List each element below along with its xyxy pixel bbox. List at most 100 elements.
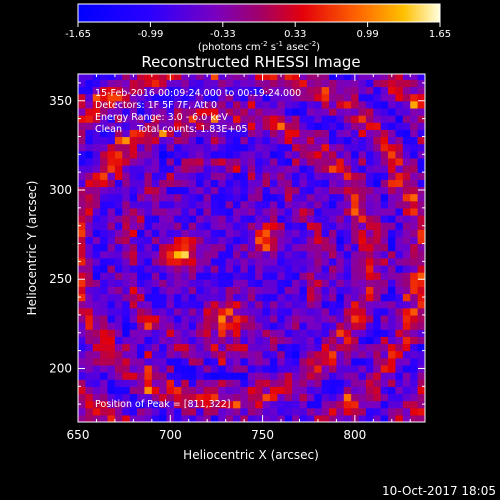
heatmap-cell xyxy=(247,286,256,295)
heatmap-cell xyxy=(299,364,308,373)
heatmap-cell xyxy=(173,200,182,209)
heatmap-cell xyxy=(336,150,345,159)
heatmap-cell xyxy=(306,74,315,80)
heatmap-cell xyxy=(284,293,293,302)
heatmap-cell xyxy=(343,336,352,345)
heatmap-cell xyxy=(292,207,301,216)
heatmap-cell xyxy=(277,372,286,380)
heatmap-cell xyxy=(114,122,123,130)
heatmap-cell xyxy=(329,214,338,223)
heatmap-cell xyxy=(365,264,374,273)
heatmap-cell xyxy=(225,150,234,159)
heatmap-cell xyxy=(321,115,330,123)
heatmap-cell xyxy=(380,350,389,359)
heatmap-cell xyxy=(166,314,175,323)
heatmap-cell xyxy=(314,264,323,273)
heatmap-cell xyxy=(299,386,308,395)
heatmap-cell xyxy=(129,329,138,337)
heatmap-cell xyxy=(100,286,109,295)
heatmap-cell xyxy=(314,236,323,245)
heatmap-cell xyxy=(78,386,86,395)
heatmap-cell xyxy=(225,300,234,309)
heatmap-cell xyxy=(196,322,205,330)
heatmap-cell xyxy=(314,122,323,130)
heatmap-cell xyxy=(218,250,227,259)
heatmap-cell xyxy=(410,250,419,259)
heatmap-cell xyxy=(159,79,168,88)
heatmap-cell xyxy=(100,100,109,109)
heatmap-cell xyxy=(85,357,94,366)
colorbar-tick-label: 1.65 xyxy=(429,29,451,40)
heatmap-cell xyxy=(292,143,301,152)
heatmap-cell xyxy=(218,79,227,88)
heatmap-cell xyxy=(292,357,301,366)
heatmap-cell xyxy=(137,343,146,352)
heatmap-cell xyxy=(329,393,338,402)
heatmap-cell xyxy=(100,122,109,130)
heatmap-cell xyxy=(373,257,382,266)
heatmap-cell xyxy=(85,307,94,316)
heatmap-cell xyxy=(159,393,168,402)
heatmap-cell xyxy=(388,414,397,422)
heatmap-cell xyxy=(299,172,308,180)
heatmap-cell xyxy=(336,407,345,416)
heatmap-cell xyxy=(343,307,352,316)
heatmap-cell xyxy=(299,243,308,252)
heatmap-cell xyxy=(210,150,219,159)
heatmap-cell xyxy=(107,257,116,266)
heatmap-cell xyxy=(321,136,330,145)
heatmap-cell xyxy=(203,193,212,202)
heatmap-cell xyxy=(166,207,175,216)
heatmap-cell xyxy=(240,336,249,345)
heatmap-cell xyxy=(358,74,367,80)
heatmap-cell xyxy=(240,322,249,330)
heatmap-cell xyxy=(107,250,116,259)
annotation-clean: Clean Total counts: 1.83E+05 xyxy=(95,124,247,135)
heatmap-cell xyxy=(225,222,234,230)
heatmap-cell xyxy=(137,150,146,159)
heatmap-cell xyxy=(129,79,138,88)
heatmap-cell xyxy=(277,357,286,366)
heatmap-cell xyxy=(351,393,360,402)
heatmap-cell xyxy=(159,129,168,138)
heatmap-cell xyxy=(358,272,367,280)
heatmap-cell xyxy=(129,257,138,266)
heatmap-cell xyxy=(218,115,227,123)
heatmap-cell xyxy=(380,193,389,202)
heatmap-cell xyxy=(114,372,123,380)
heatmap-cell xyxy=(85,350,94,359)
heatmap-cell xyxy=(336,400,345,409)
heatmap-cell xyxy=(122,93,131,102)
heatmap-cell xyxy=(85,236,94,245)
heatmap-cell xyxy=(284,157,293,166)
heatmap-cell xyxy=(343,300,352,309)
heatmap-cell xyxy=(402,350,411,359)
heatmap-cell xyxy=(255,229,264,237)
heatmap-cell xyxy=(373,400,382,409)
heatmap-cell xyxy=(240,314,249,323)
heatmap-cell xyxy=(329,93,338,102)
heatmap-cell xyxy=(314,222,323,230)
heatmap-cell xyxy=(188,136,197,145)
heatmap-cell xyxy=(321,372,330,380)
heatmap-cell xyxy=(107,200,116,209)
heatmap-cell xyxy=(402,386,411,395)
heatmap-cell xyxy=(277,243,286,252)
heatmap-cell xyxy=(218,214,227,223)
heatmap-cell xyxy=(262,86,271,95)
heatmap-cell xyxy=(277,122,286,130)
heatmap-cell xyxy=(92,143,101,152)
heatmap-cell xyxy=(92,386,101,395)
heatmap-cell xyxy=(137,272,146,280)
heatmap-cell xyxy=(210,243,219,252)
heatmap-cell xyxy=(151,79,160,88)
heatmap-cell xyxy=(173,100,182,109)
heatmap-cell xyxy=(321,157,330,166)
heatmap-cell xyxy=(336,172,345,180)
heatmap-cell xyxy=(210,329,219,337)
heatmap-cell xyxy=(373,322,382,330)
heatmap-cell xyxy=(122,250,131,259)
colorbar: -1.65 -0.99 -0.33 0.33 0.99 1.65 (photons cm-… xyxy=(65,3,451,53)
heatmap-cell xyxy=(336,107,345,116)
heatmap-cell xyxy=(380,236,389,245)
